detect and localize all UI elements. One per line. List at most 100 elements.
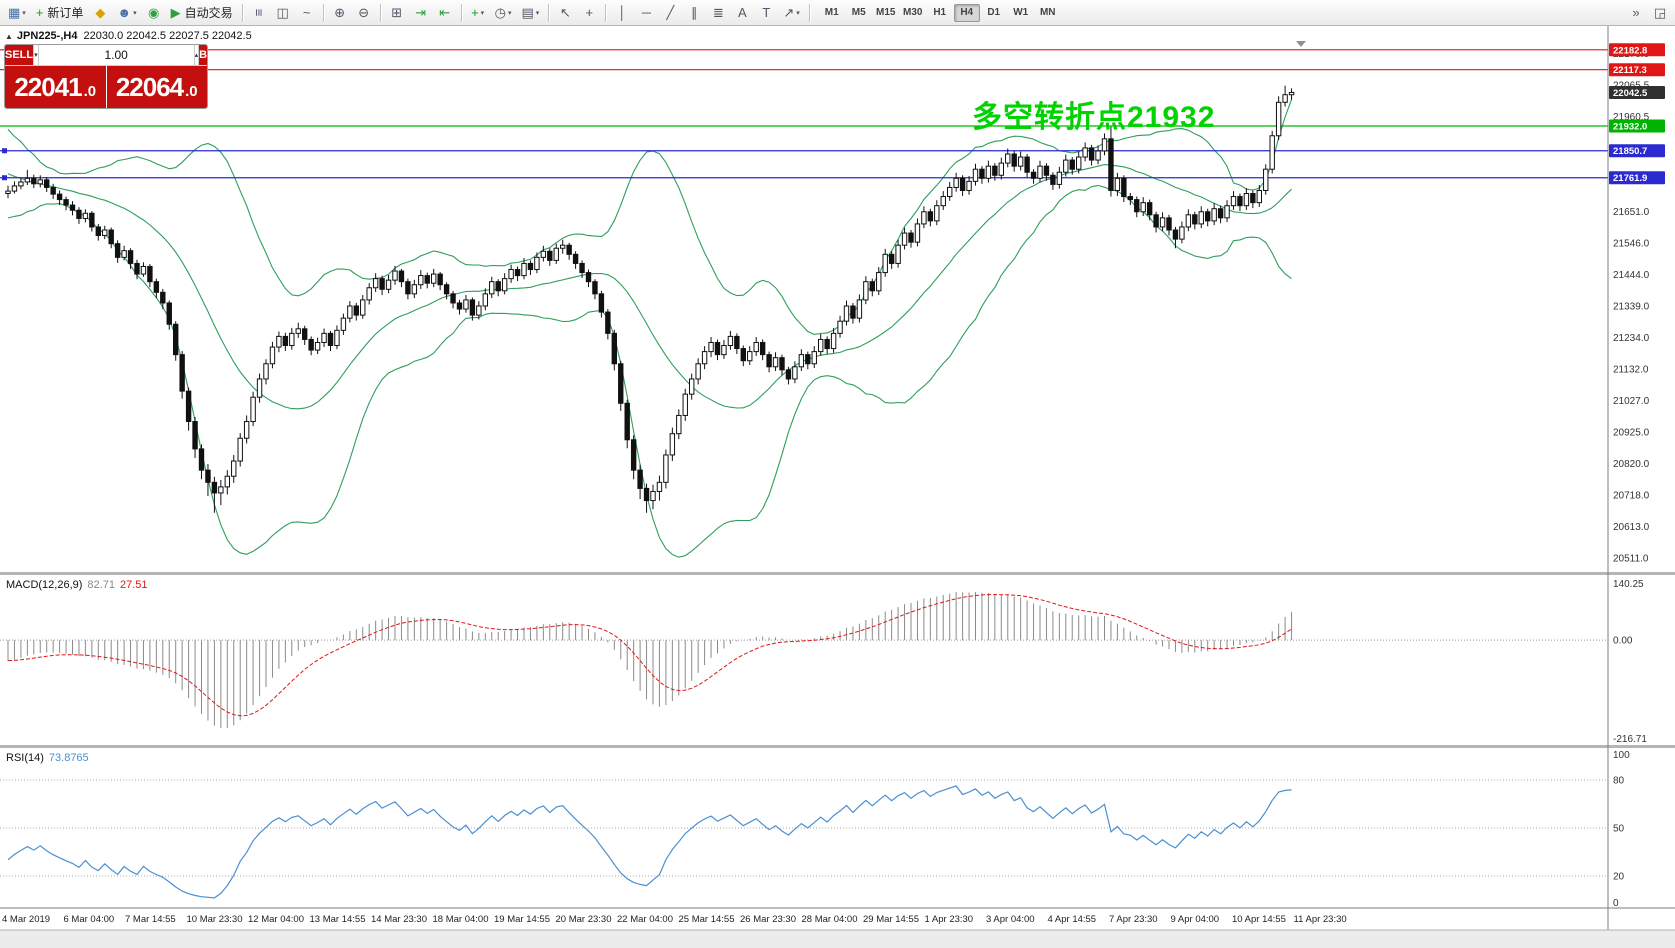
auto-scroll-icon[interactable]: ⇥	[410, 3, 432, 23]
market-watch-icon[interactable]: ☻ ▾	[113, 3, 140, 23]
timeframe-m5[interactable]: M5	[846, 4, 872, 22]
chart-shift-marker[interactable]	[1296, 41, 1306, 47]
time-axis-label[interactable]: 7 Mar 14:55	[125, 914, 176, 925]
auto-trading-button[interactable]: ▶ 自动交易	[167, 3, 237, 23]
timeframe-m1[interactable]: M1	[819, 4, 845, 22]
horizontal-line-icon[interactable]: ─	[635, 3, 657, 23]
zoom-in-icon[interactable]: ⊕	[329, 3, 351, 23]
one-click-collapse-arrow[interactable]: ▲	[5, 32, 13, 41]
line-handle[interactable]	[2, 148, 7, 154]
periods-icon[interactable]: ◷ ▾	[491, 3, 516, 23]
time-axis-label[interactable]: 14 Mar 23:30	[371, 914, 427, 925]
refresh-icon[interactable]: ◉	[143, 3, 165, 23]
panel-splitter[interactable]	[0, 572, 1675, 575]
arrows-icon[interactable]: ↗ ▾	[779, 3, 803, 23]
candle	[340, 313, 347, 335]
market-watch-dropdown[interactable]: ▾	[133, 9, 137, 17]
time-axis-label[interactable]: 13 Mar 14:55	[310, 914, 366, 925]
time-axis-label[interactable]: 10 Mar 23:30	[187, 914, 243, 925]
candle	[198, 444, 205, 480]
timeframe-m15[interactable]: M15	[873, 4, 899, 22]
buy-price-button[interactable]: 22064 .0	[106, 66, 207, 108]
price-axis-label[interactable]: 21234.0	[1613, 333, 1650, 344]
sell-price-button[interactable]: 22041 .0	[5, 66, 106, 108]
sell-button[interactable]: SELL	[5, 45, 34, 65]
timeframe-mn[interactable]: MN	[1035, 4, 1061, 22]
time-axis-label[interactable]: 1 Apr 23:30	[925, 914, 974, 925]
templates-icon[interactable]: ▤ ▾	[518, 3, 544, 23]
time-axis-label[interactable]: 11 Apr 23:30	[1294, 914, 1347, 925]
timeframe-d1[interactable]: D1	[981, 4, 1007, 22]
panel-splitter[interactable]	[0, 745, 1675, 748]
time-axis-label[interactable]: 4 Apr 14:55	[1048, 914, 1097, 925]
price-axis-label[interactable]: 20925.0	[1613, 427, 1650, 438]
price-axis-label[interactable]: 20613.0	[1613, 522, 1650, 533]
timeframe-w1[interactable]: W1	[1008, 4, 1034, 22]
time-axis-label[interactable]: 4 Mar 2019	[2, 914, 50, 925]
zoom-out-icon[interactable]: ⊖	[353, 3, 375, 23]
price-axis-label[interactable]: 21651.0	[1613, 207, 1650, 218]
window-restore-icon[interactable]: ◲	[1649, 3, 1671, 23]
text-label-icon[interactable]: T	[755, 3, 777, 23]
time-axis-label[interactable]: 12 Mar 04:00	[248, 914, 304, 925]
toolbar-overflow-icon[interactable]: »	[1625, 3, 1647, 23]
time-axis-label[interactable]: 19 Mar 14:55	[494, 914, 550, 925]
time-axis-label[interactable]: 20 Mar 23:30	[556, 914, 612, 925]
templates-dropdown[interactable]: ▾	[535, 9, 540, 17]
text-icon[interactable]: A	[731, 3, 753, 23]
line-handle[interactable]	[2, 175, 7, 181]
price-axis-label[interactable]: 21546.0	[1613, 238, 1650, 249]
chart-shift-icon[interactable]: ⇤	[434, 3, 456, 23]
timeframe-h1[interactable]: H1	[927, 4, 953, 22]
time-axis-label[interactable]: 29 Mar 14:55	[863, 914, 919, 925]
crosshair-icon[interactable]: +	[578, 3, 600, 23]
candle	[1282, 85, 1288, 107]
volume-increase-button[interactable]: ▴	[193, 45, 200, 65]
line-chart-icon[interactable]: ~	[296, 3, 318, 23]
candlestick-chart-icon[interactable]: ◫	[272, 3, 294, 23]
chart-background[interactable]	[0, 26, 1675, 948]
price-axis-label[interactable]: 21027.0	[1613, 396, 1650, 407]
chart-canvas[interactable]: 22170.022065.521960.521856.021751.521651…	[0, 26, 1675, 948]
arrows-dropdown[interactable]: ▾	[796, 9, 800, 17]
new-chart-icon[interactable]: ▦ ▾	[4, 3, 30, 23]
trendline-icon[interactable]: ╱	[659, 3, 681, 23]
volume-decrease-button[interactable]: ▾	[33, 45, 39, 65]
buy-button[interactable]: BUY	[199, 45, 207, 65]
price-axis-label[interactable]: 21339.0	[1613, 301, 1650, 312]
fibonacci-icon[interactable]: ≣	[707, 3, 729, 23]
time-axis-label[interactable]: 6 Mar 04:00	[64, 914, 115, 925]
timeframe-h4[interactable]: H4	[953, 3, 980, 22]
vertical-line-icon[interactable]: │	[611, 3, 633, 23]
time-axis-label[interactable]: 28 Mar 04:00	[802, 914, 858, 925]
periods-dropdown[interactable]: ▾	[507, 9, 512, 17]
indicators-icon[interactable]: + ▾	[467, 3, 489, 23]
cursor-glyph: ↖	[559, 5, 571, 20]
price-axis-label[interactable]: 20718.0	[1613, 490, 1650, 501]
price-axis-label[interactable]: 21444.0	[1613, 270, 1650, 281]
time-axis-label[interactable]: 25 Mar 14:55	[679, 914, 735, 925]
indicators-dropdown[interactable]: ▾	[480, 9, 485, 17]
favorites-icon[interactable]: ◆	[89, 3, 111, 23]
candle	[1166, 214, 1172, 236]
time-axis-label[interactable]: 22 Mar 04:00	[617, 914, 673, 925]
timeframe-m30[interactable]: M30	[900, 4, 926, 22]
cursor-icon[interactable]: ↖	[554, 3, 576, 23]
price-axis-label[interactable]: 21960.5	[1613, 112, 1650, 123]
price-axis-label[interactable]: 20511.0	[1613, 554, 1649, 565]
time-axis-label[interactable]: 18 Mar 04:00	[433, 914, 489, 925]
time-axis-label[interactable]: 9 Apr 04:00	[1171, 914, 1220, 925]
equidistant-channel-icon[interactable]: ∥	[683, 3, 705, 23]
time-axis-label[interactable]: 3 Apr 04:00	[986, 914, 1035, 925]
candle	[534, 252, 540, 274]
time-axis-label[interactable]: 7 Apr 23:30	[1109, 914, 1158, 925]
new-order-button[interactable]: + 新订单	[32, 3, 88, 23]
bar-chart-icon[interactable]: ≡	[248, 3, 270, 23]
time-axis-label[interactable]: 10 Apr 14:55	[1232, 914, 1286, 925]
time-axis-label[interactable]: 26 Mar 23:30	[740, 914, 796, 925]
price-axis-label[interactable]: 20820.0	[1613, 459, 1650, 470]
volume-input[interactable]	[38, 45, 194, 65]
price-axis-label[interactable]: 21132.0	[1613, 364, 1649, 375]
new-chart-dropdown[interactable]: ▾	[22, 9, 26, 17]
tile-windows-icon[interactable]: ⊞	[386, 3, 408, 23]
